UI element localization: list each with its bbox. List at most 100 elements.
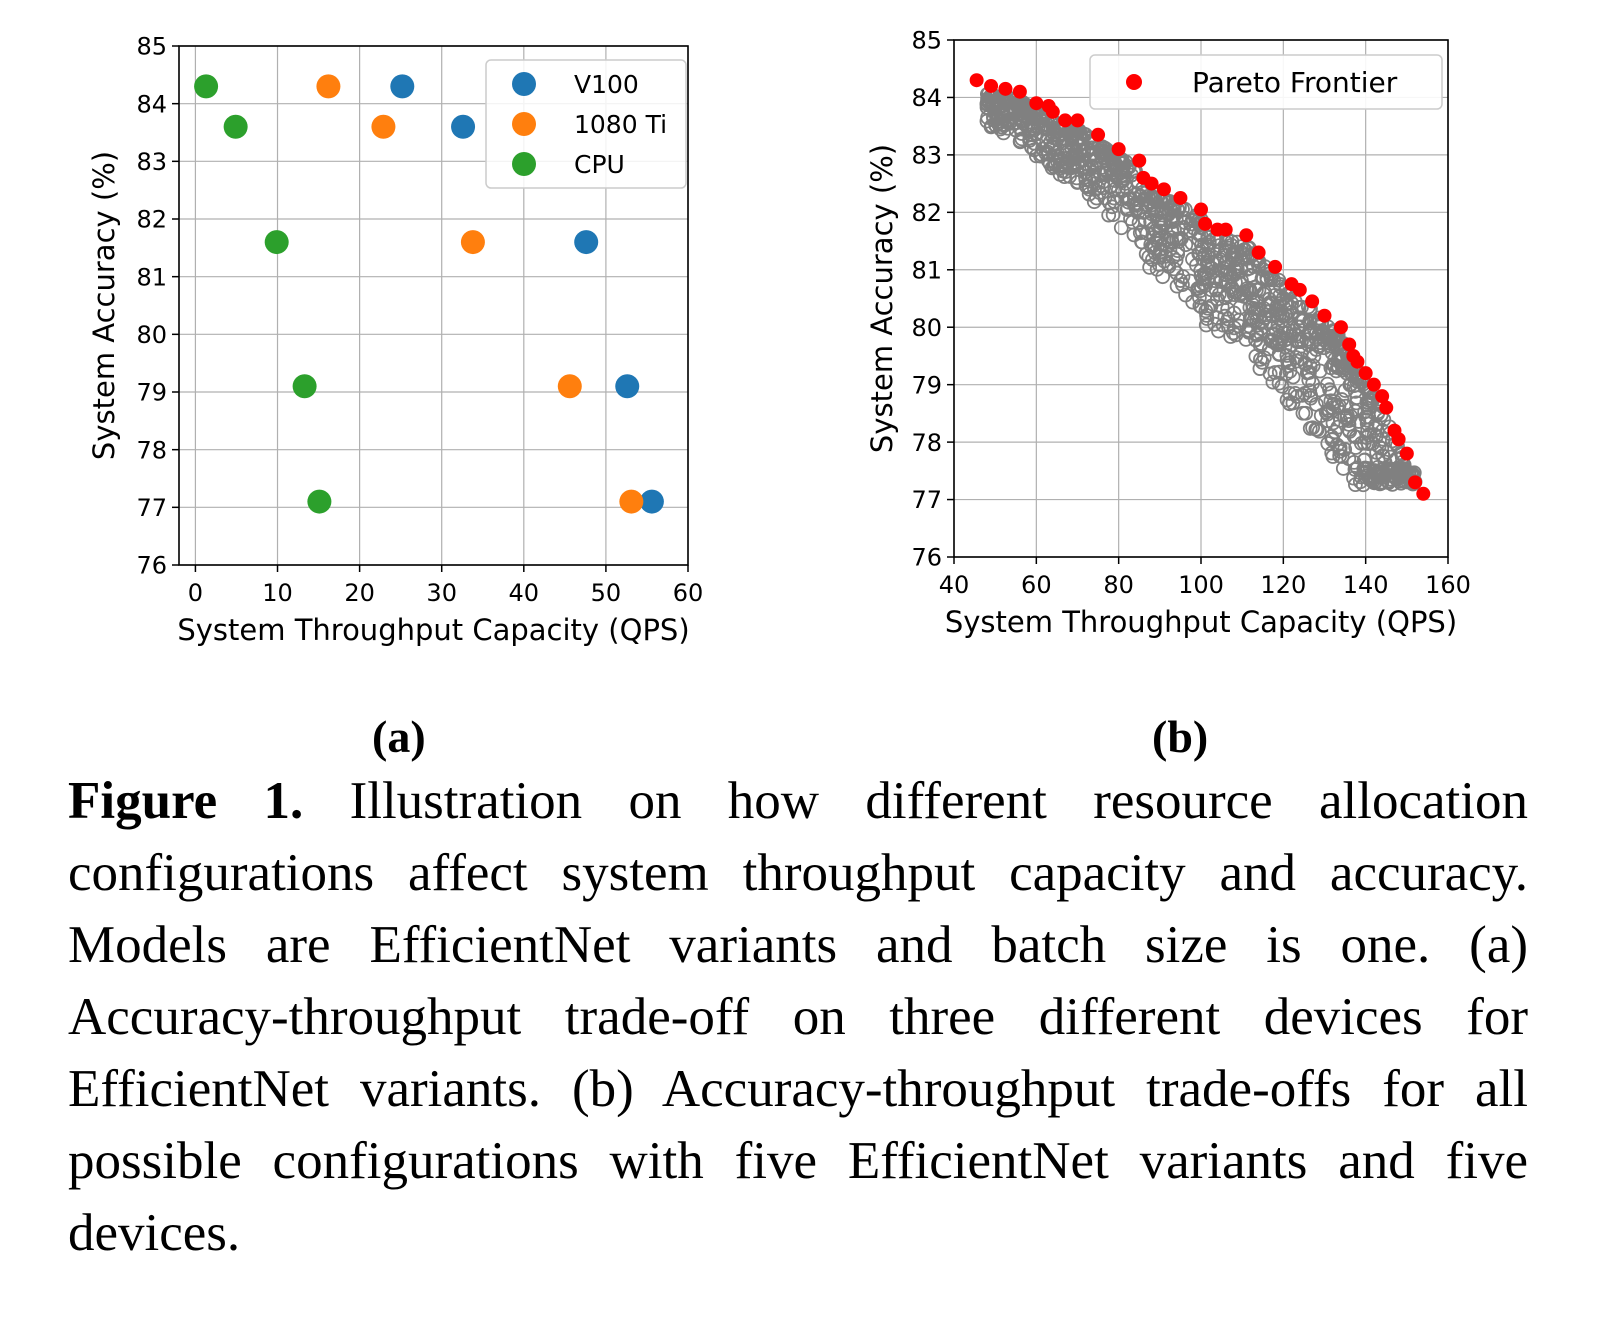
caption-lead: Figure 1.	[68, 772, 304, 830]
config-point	[1231, 312, 1247, 328]
config-point	[1262, 295, 1278, 311]
config-point	[1302, 421, 1318, 436]
data-point-1080-ti	[316, 74, 341, 99]
config-point	[1274, 313, 1290, 329]
pareto-point	[1194, 202, 1208, 217]
config-point	[1164, 222, 1180, 238]
config-point	[1198, 317, 1214, 333]
config-point	[1003, 104, 1019, 120]
config-point	[1160, 232, 1176, 248]
pareto-point	[1029, 96, 1044, 111]
config-point	[1274, 308, 1290, 323]
config-point	[1331, 397, 1347, 413]
config-point	[1342, 377, 1358, 393]
x-tick-label: 40	[509, 579, 540, 607]
pareto-point	[1251, 245, 1266, 260]
config-point	[1369, 444, 1385, 460]
x-axis-label: System Throughput Capacity (QPS)	[177, 613, 689, 647]
config-point	[1356, 452, 1372, 468]
config-point	[1279, 308, 1295, 324]
config-point	[1085, 168, 1100, 184]
pareto-point	[1070, 113, 1085, 128]
config-point	[1241, 322, 1257, 338]
x-tick-label: 0	[188, 579, 203, 607]
config-point	[1226, 244, 1242, 260]
config-point	[1058, 159, 1074, 175]
data-point-v100	[615, 374, 640, 399]
x-tick-label: 20	[344, 579, 375, 607]
config-point	[1206, 243, 1222, 259]
pareto-point	[1416, 486, 1431, 501]
pareto-point	[1156, 182, 1171, 197]
y-tick-label: 83	[136, 148, 167, 176]
pareto-point	[1173, 190, 1188, 205]
pareto-point	[1058, 113, 1073, 128]
config-point	[1272, 288, 1288, 304]
config-point	[1293, 351, 1309, 367]
y-tick-label: 80	[136, 321, 167, 349]
pareto-point	[969, 73, 984, 88]
pareto-point	[998, 81, 1013, 96]
config-point	[1324, 432, 1340, 448]
y-tick-label: 85	[911, 27, 942, 55]
data-point-cpu	[307, 489, 332, 514]
legend-label: CPU	[574, 150, 625, 179]
y-axis-label: System Accuracy (%)	[87, 151, 121, 460]
config-point	[1077, 156, 1093, 171]
config-point	[1184, 213, 1200, 229]
data-point-v100	[451, 114, 476, 139]
pareto-point	[1333, 320, 1348, 335]
config-point	[1323, 385, 1339, 401]
config-point	[1026, 135, 1042, 151]
x-tick-label: 100	[1178, 571, 1224, 599]
config-point	[1134, 234, 1149, 250]
legend-box	[485, 59, 687, 189]
legend-marker	[1126, 74, 1142, 90]
config-point	[1177, 210, 1192, 226]
config-point	[1303, 388, 1319, 403]
config-point	[1290, 334, 1305, 350]
config-point	[1228, 252, 1243, 268]
config-point	[1298, 405, 1314, 421]
y-tick-label: 77	[136, 494, 167, 522]
pareto-point	[1239, 228, 1254, 243]
x-tick-label: 40	[939, 571, 970, 599]
config-point	[1164, 203, 1179, 219]
config-point	[1192, 290, 1207, 305]
config-point	[1275, 290, 1291, 306]
config-point	[1225, 325, 1241, 341]
config-point	[1069, 175, 1085, 190]
y-tick-label: 80	[911, 314, 942, 342]
config-point	[1142, 259, 1158, 275]
config-point	[1138, 191, 1154, 207]
config-point	[1072, 136, 1088, 152]
data-point-1080-ti	[619, 489, 644, 514]
config-point	[1103, 151, 1119, 167]
config-point	[1341, 451, 1357, 467]
y-tick-label: 82	[136, 206, 167, 234]
x-tick-label: 140	[1343, 571, 1389, 599]
config-point	[1360, 397, 1376, 413]
config-point	[1064, 135, 1080, 151]
config-point	[1086, 194, 1102, 210]
config-point	[1064, 141, 1080, 156]
data-point-cpu	[264, 230, 289, 255]
config-point	[1335, 359, 1351, 375]
pareto-point	[1144, 176, 1159, 191]
config-point	[1259, 270, 1275, 285]
config-point	[1197, 266, 1212, 282]
y-tick-label: 79	[136, 379, 167, 407]
config-point	[1324, 345, 1340, 361]
pareto-point	[1111, 142, 1126, 157]
pareto-point	[1132, 153, 1147, 168]
config-point	[1333, 412, 1348, 428]
config-point	[1088, 153, 1104, 168]
config-point	[1278, 366, 1294, 382]
config-point	[1211, 238, 1227, 254]
config-point	[1320, 436, 1336, 451]
pareto-point	[1268, 259, 1283, 274]
config-point	[1366, 427, 1382, 443]
config-point	[990, 116, 1006, 132]
config-point	[1193, 263, 1209, 279]
config-point	[1147, 200, 1162, 216]
